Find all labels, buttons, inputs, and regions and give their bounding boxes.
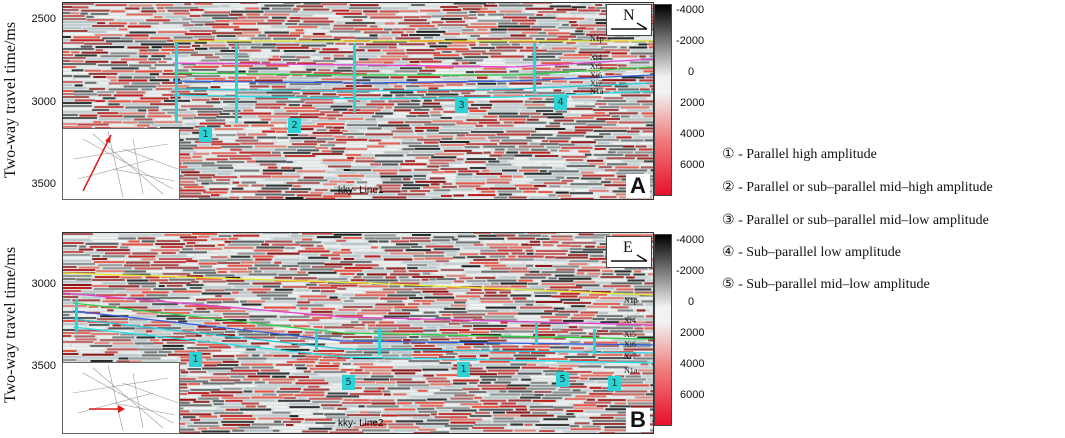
legend-symbol-4: ④ xyxy=(722,245,735,260)
legend-item-4: ④ - Sub–parallel low amplitude xyxy=(722,244,901,261)
east-arrow-box: E xyxy=(606,236,652,268)
colorbar-a-tick-1: -2000 xyxy=(676,35,704,47)
legend-text-2: - Parallel or sub–parallel mid–high ampl… xyxy=(735,180,993,195)
tick-b-3000: 3000 xyxy=(26,278,56,290)
legend-text-3: - Parallel or sub–parallel mid–low ampli… xyxy=(735,213,989,228)
north-arrow-box: N xyxy=(606,4,652,36)
colorbar-a-tick-3: 2000 xyxy=(680,97,704,109)
line-name-b: kky- Line2 xyxy=(338,418,384,429)
tick-a-3000: 3000 xyxy=(26,96,56,108)
facies-badge-b-4: 5 xyxy=(556,372,569,387)
colorbar-a-tick-5: 6000 xyxy=(680,159,704,171)
y-axis-label-top: Two-way travel time/ms xyxy=(0,0,22,200)
location-inset-a xyxy=(62,128,180,200)
colorbar-a xyxy=(654,4,672,196)
legend-item-2: ② - Parallel or sub–parallel mid–high am… xyxy=(722,179,993,196)
horizon-label-xi6-b: Xi6 xyxy=(624,340,636,349)
panel-letter-b: B xyxy=(626,408,650,432)
facies-badge-b-5: 1 xyxy=(608,376,621,391)
colorbar-a-tick-0: -4000 xyxy=(676,4,704,16)
tick-a-2500: 2500 xyxy=(26,13,56,25)
horizon-label-n1p-a: N1p xyxy=(590,34,604,43)
location-inset-b xyxy=(62,362,180,434)
facies-badge-b-1: 1 xyxy=(189,352,202,367)
colorbar-a-tick-2: 0 xyxy=(688,66,694,78)
facies-badge-b-2: 5 xyxy=(342,375,355,390)
legend-text-1: - Parallel high amplitude xyxy=(735,147,877,162)
tick-b-3500: 3500 xyxy=(26,360,56,372)
facies-badge-a-2: 2 xyxy=(288,118,301,133)
colorbar-b-tick-3: 2000 xyxy=(680,327,704,339)
colorbar-b-tick-2: 0 xyxy=(688,296,694,308)
legend-symbol-3: ③ xyxy=(722,213,735,228)
legend-item-5: ⑤ - Sub–parallel mid–low amplitude xyxy=(722,276,930,293)
y-axis-label-bottom: Two-way travel time/ms xyxy=(0,225,22,425)
legend-text-4: - Sub–parallel low amplitude xyxy=(735,245,901,260)
horizon-label-n1p-b: N1p xyxy=(624,296,638,305)
facies-badge-b-3: 1 xyxy=(457,362,470,377)
horizon-label-xi5-a: Xi5 xyxy=(590,62,602,71)
location-map-a xyxy=(63,129,179,199)
legend-symbol-1: ① xyxy=(722,147,735,162)
horizon-label-xi7-b: Xi7 xyxy=(624,352,636,361)
tick-a-3500: 3500 xyxy=(26,178,56,190)
legend-item-1: ① - Parallel high amplitude xyxy=(722,146,877,163)
colorbar-b-tick-4: 4000 xyxy=(680,358,704,370)
colorbar-b-tick-0: -4000 xyxy=(676,234,704,246)
east-arrow-icon xyxy=(607,237,651,267)
legend-item-3: ③ - Parallel or sub–parallel mid–low amp… xyxy=(722,212,989,229)
legend-text-5: - Sub–parallel mid–low amplitude xyxy=(735,277,930,292)
horizon-label-xi4-a: Xi4 xyxy=(590,53,602,62)
y-axis-label-text: Two-way travel time/ms xyxy=(2,22,20,178)
horizon-label-n1a-a: N1a xyxy=(590,87,603,96)
colorbar-b-tick-1: -2000 xyxy=(676,265,704,277)
line-name-a: kky- Line1 xyxy=(338,185,384,196)
facies-badge-a-4: 4 xyxy=(554,95,567,110)
colorbar-b-tick-5: 6000 xyxy=(680,389,704,401)
facies-badge-a-3: 3 xyxy=(455,98,468,113)
legend-symbol-2: ② xyxy=(722,180,735,195)
colorbar-a-tick-4: 4000 xyxy=(680,128,704,140)
north-arrow-icon xyxy=(607,5,651,35)
colorbar-b xyxy=(654,234,672,426)
horizon-label-n1a-b: N1a xyxy=(624,366,637,375)
horizon-label-xi4-b: Xi4 xyxy=(624,316,636,325)
panel-letter-a: A xyxy=(626,174,650,198)
legend-symbol-5: ⑤ xyxy=(722,277,735,292)
horizon-label-xi5-b: Xi5 xyxy=(624,330,636,339)
facies-badge-a-1: 1 xyxy=(199,127,212,142)
profile-arrow-a xyxy=(83,135,111,191)
y-axis-label-text-b: Two-way travel time/ms xyxy=(2,247,20,403)
location-map-b xyxy=(63,363,179,433)
